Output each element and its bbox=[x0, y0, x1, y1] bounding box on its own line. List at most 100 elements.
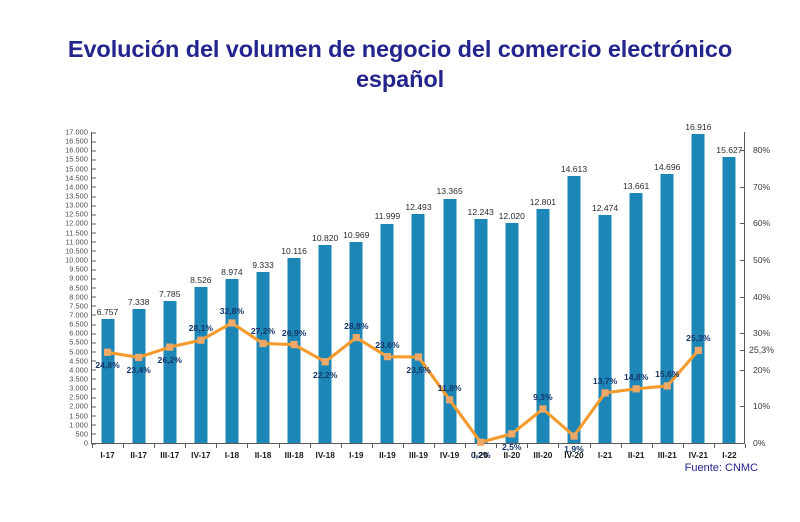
plot-area: 17.000 16.500 16.000 15.500 15.000 14.500 14.0… bbox=[65, 122, 774, 461]
x-axis-tick-label: I-21 bbox=[597, 450, 613, 460]
x-axis-tick-mark bbox=[434, 443, 436, 448]
line-marker[interactable] bbox=[290, 340, 298, 349]
bar-column[interactable]: 12.801 bbox=[527, 132, 558, 443]
x-axis-tick-mark bbox=[247, 443, 249, 448]
bar[interactable] bbox=[598, 214, 612, 443]
line-marker[interactable] bbox=[135, 353, 143, 361]
left-axis-tick-label: 15.500 bbox=[65, 155, 96, 164]
bar-column[interactable]: 12.243 bbox=[465, 132, 496, 443]
bar[interactable] bbox=[443, 198, 457, 443]
right-axis-tick-label: 40% bbox=[739, 292, 770, 302]
right-axis-tick-label: 60% bbox=[739, 218, 770, 228]
line-marker[interactable] bbox=[414, 353, 423, 361]
line-marker[interactable] bbox=[539, 405, 547, 413]
bar-column[interactable]: 12.020 bbox=[496, 132, 527, 443]
bar[interactable] bbox=[256, 272, 270, 443]
left-axis-tick-label: 5.000 bbox=[69, 347, 96, 356]
line-marker[interactable] bbox=[228, 319, 236, 327]
bar[interactable] bbox=[194, 287, 208, 443]
x-axis-tick-label: I-19 bbox=[349, 450, 364, 460]
bar-column[interactable]: 12.493 bbox=[403, 132, 434, 443]
line-marker[interactable] bbox=[694, 346, 702, 355]
bar[interactable] bbox=[411, 214, 425, 443]
left-axis-tick-label: 7.000 bbox=[69, 310, 96, 319]
x-axis-tick-mark bbox=[745, 443, 746, 448]
bar[interactable] bbox=[691, 133, 705, 443]
bar-column[interactable]: 8.526 bbox=[185, 132, 216, 443]
left-axis-tick-label: 13.500 bbox=[65, 192, 96, 201]
bar[interactable] bbox=[505, 223, 519, 443]
line-marker[interactable] bbox=[508, 430, 516, 438]
bar[interactable] bbox=[536, 208, 550, 443]
left-axis-tick-label: 11.000 bbox=[66, 237, 96, 246]
bar[interactable] bbox=[567, 175, 581, 443]
x-axis-tick-mark bbox=[558, 443, 560, 448]
x-axis-tick-label: III-21 bbox=[657, 450, 677, 460]
x-axis-tick-label: IV-19 bbox=[439, 450, 460, 460]
bar-value-label: 14.696 bbox=[654, 162, 681, 173]
bar-column[interactable]: 7.785 bbox=[154, 132, 185, 443]
bar-column[interactable]: 15.627 bbox=[714, 132, 745, 443]
bar-value-label: 12.474 bbox=[591, 202, 619, 213]
line-marker[interactable] bbox=[477, 438, 485, 446]
x-axis-tick-mark bbox=[154, 443, 156, 448]
x-axis-tick-mark bbox=[682, 443, 684, 448]
line-marker[interactable] bbox=[445, 396, 454, 404]
line-marker[interactable] bbox=[166, 343, 174, 351]
line-series bbox=[103, 319, 702, 446]
bar-column[interactable]: 12.474 bbox=[590, 132, 621, 443]
bar-value-label: 10.820 bbox=[312, 233, 339, 244]
left-axis-tick-label: 1.000 bbox=[69, 420, 96, 429]
right-axis-tick-label: 0% bbox=[739, 438, 765, 448]
left-axis-tick-label: 11.500 bbox=[66, 228, 96, 237]
x-axis-tick-mark bbox=[123, 443, 125, 448]
bar-column[interactable]: 11.999 bbox=[372, 132, 403, 443]
bar-column[interactable]: 9.333 bbox=[247, 132, 278, 443]
line-marker[interactable] bbox=[632, 385, 640, 393]
bar[interactable] bbox=[629, 193, 643, 443]
left-axis-tick-label: 12.500 bbox=[65, 210, 96, 219]
bar-column[interactable]: 7.338 bbox=[123, 132, 154, 443]
line-marker[interactable] bbox=[383, 353, 392, 361]
line-value-label: 26,9% bbox=[281, 327, 307, 338]
bar-column[interactable]: 10.969 bbox=[341, 132, 372, 443]
bar-column[interactable]: 14.613 bbox=[558, 132, 589, 443]
line-marker[interactable] bbox=[352, 334, 360, 342]
line-value-label: 23,4% bbox=[126, 365, 151, 376]
bar[interactable] bbox=[318, 245, 332, 443]
line-marker[interactable] bbox=[601, 389, 609, 397]
bar[interactable] bbox=[163, 300, 177, 443]
bar-column[interactable]: 13.661 bbox=[621, 132, 652, 443]
bar[interactable] bbox=[132, 308, 146, 443]
x-axis-tick-mark bbox=[278, 443, 280, 448]
bar-column[interactable]: 10.116 bbox=[279, 132, 310, 443]
x-axis-tick-mark bbox=[713, 443, 715, 448]
title-block: Evolución del volumen de negocio del com… bbox=[0, 0, 800, 94]
x-axis-tick-label: II-18 bbox=[254, 450, 272, 460]
line-marker[interactable] bbox=[321, 358, 329, 366]
bar-value-label: 13.365 bbox=[436, 186, 463, 197]
bar-column[interactable]: 14.696 bbox=[652, 132, 683, 443]
line-value-label: 0,2% bbox=[470, 450, 491, 461]
line-marker[interactable] bbox=[570, 432, 578, 440]
bar-column[interactable]: 10.820 bbox=[310, 132, 341, 443]
line-marker[interactable] bbox=[197, 336, 205, 344]
bar[interactable] bbox=[287, 257, 301, 443]
bar[interactable] bbox=[380, 223, 394, 443]
bar[interactable] bbox=[722, 157, 736, 443]
bar-column[interactable]: 16.916 bbox=[683, 122, 714, 443]
left-axis-tick-label: 8.000 bbox=[69, 292, 96, 301]
bar[interactable] bbox=[660, 174, 674, 443]
line-marker[interactable] bbox=[259, 339, 267, 348]
line-marker[interactable] bbox=[103, 348, 112, 356]
bar-column[interactable]: 13.365 bbox=[434, 132, 465, 443]
bar[interactable] bbox=[349, 242, 363, 443]
x-axis-tick-mark bbox=[589, 443, 591, 448]
x-axis-tick-label: IV-17 bbox=[191, 450, 211, 460]
bar[interactable] bbox=[474, 219, 488, 443]
right-axis-current-value-label: 25,3% bbox=[740, 345, 774, 355]
bar-value-label: 11.999 bbox=[374, 211, 401, 222]
line-value-label: 2,5% bbox=[501, 441, 522, 452]
left-axis-tick-label: 14.500 bbox=[65, 173, 96, 182]
line-marker[interactable] bbox=[663, 382, 671, 390]
